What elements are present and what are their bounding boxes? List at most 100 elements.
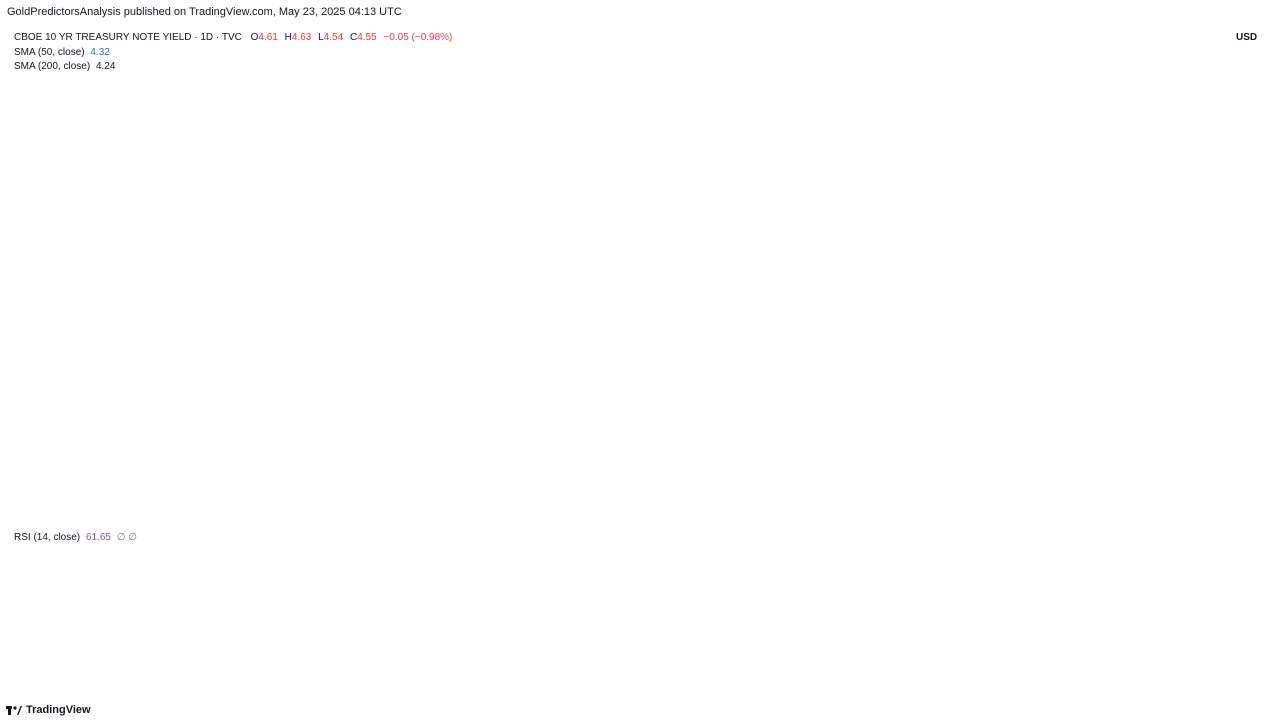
candle-body [465,303,468,321]
candle [271,225,274,238]
candle-body [846,196,849,198]
time-tick-label: Oct [616,679,632,690]
candle-body [535,416,538,432]
candle-body [739,305,742,311]
candle [495,358,498,379]
candle-body [656,355,659,370]
candle [374,190,377,208]
candle [826,151,829,164]
candle [1032,256,1035,276]
candle [881,248,883,266]
candle-body [695,264,698,265]
candle-body [1052,327,1055,331]
candle-body [219,287,221,299]
candle-body [959,295,962,299]
candle [539,435,542,449]
sma50-legend[interactable]: SMA (50, close) 4.32 [14,46,452,61]
candle [989,317,992,351]
candle [1036,264,1039,287]
ohlc-close-label: C [349,32,358,43]
candle [529,403,532,421]
candle [568,444,570,467]
candle-body [826,161,829,164]
level-label: 5% [1132,80,1146,91]
candle-body [1062,295,1065,303]
candle-body [893,203,895,206]
candle-body [424,281,427,290]
candle [860,185,863,206]
candle-body [513,405,516,423]
candle [13,316,15,327]
candle-body [380,198,383,241]
candle-body [1076,244,1079,245]
candle-body [840,189,843,200]
candle [808,201,811,215]
candle-body [43,419,46,422]
candle [128,369,130,411]
candle [63,436,66,450]
candle-body [317,206,320,213]
candle-body [400,306,403,316]
candle-body [570,461,572,470]
candle [231,309,233,326]
candle [158,287,161,303]
candle [47,424,50,445]
candle-body [338,248,340,277]
candle-body [945,297,948,301]
candle [190,317,193,349]
candle [309,161,312,202]
sma200-legend[interactable]: SMA (200, close) 4.24 [14,60,452,75]
time-tick-label: May [305,679,324,690]
candle [818,183,821,201]
candle-body [606,473,609,477]
candle [174,284,177,292]
highlight-circle [1080,176,1104,200]
candle-body [608,459,611,478]
candle-body [992,345,994,372]
candle-body [1030,262,1033,278]
currency-label[interactable]: USD [1236,32,1258,43]
candle [445,251,447,264]
candle [1060,288,1063,303]
candle-body [723,253,726,269]
candle-body [1032,264,1035,266]
candle-body [624,443,627,455]
candle-body [981,275,984,286]
candle [903,200,906,216]
candle [566,426,568,456]
candle [889,204,891,261]
candle [739,300,742,319]
candle [394,261,397,295]
tradingview-footer[interactable]: TradingView [6,704,91,716]
candle-body [543,445,546,448]
candle [854,193,857,205]
candle-body [949,292,952,298]
candle [101,349,104,369]
candle [77,362,80,381]
candle-body [763,295,766,321]
candle [1062,287,1065,312]
candle-body [416,304,419,318]
candle [105,341,108,356]
candle-body [453,289,455,304]
candle [17,307,19,321]
candle [31,365,34,401]
candle-body [382,240,385,243]
candle [168,290,171,304]
candle-body [33,399,36,406]
candle [21,306,24,330]
symbol-name[interactable]: CBOE 10 YR TREASURY NOTE YIELD · 1D · TV… [14,32,242,43]
candle [832,142,835,168]
candle [963,295,966,310]
time-tick-label: Sep [554,679,572,690]
candle-body [751,331,754,345]
candle [665,325,667,337]
candle [550,436,552,452]
candle [380,187,383,242]
candle-body [497,371,500,372]
candle [214,299,217,324]
candle [358,237,361,250]
rsi-legend[interactable]: RSI (14, close) 61.65 ∅ ∅ [14,532,137,543]
candle [836,150,839,162]
